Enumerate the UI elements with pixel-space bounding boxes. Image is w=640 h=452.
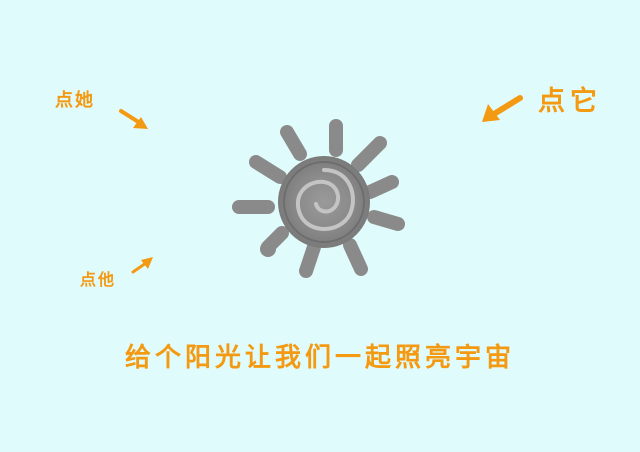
tap-him-label[interactable]: 点他 xyxy=(80,270,117,289)
tap-it-label[interactable]: 点它 xyxy=(538,86,602,117)
arrow-icon-tap-her xyxy=(119,109,148,129)
tap-her-label[interactable]: 点她 xyxy=(55,90,95,111)
sun-icon[interactable] xyxy=(222,110,422,290)
arrow-icon-tap-him xyxy=(131,257,153,274)
arrow-icon-tap-it xyxy=(482,95,523,122)
caption-text: 给个阳光让我们一起照亮宇宙 xyxy=(124,343,515,373)
